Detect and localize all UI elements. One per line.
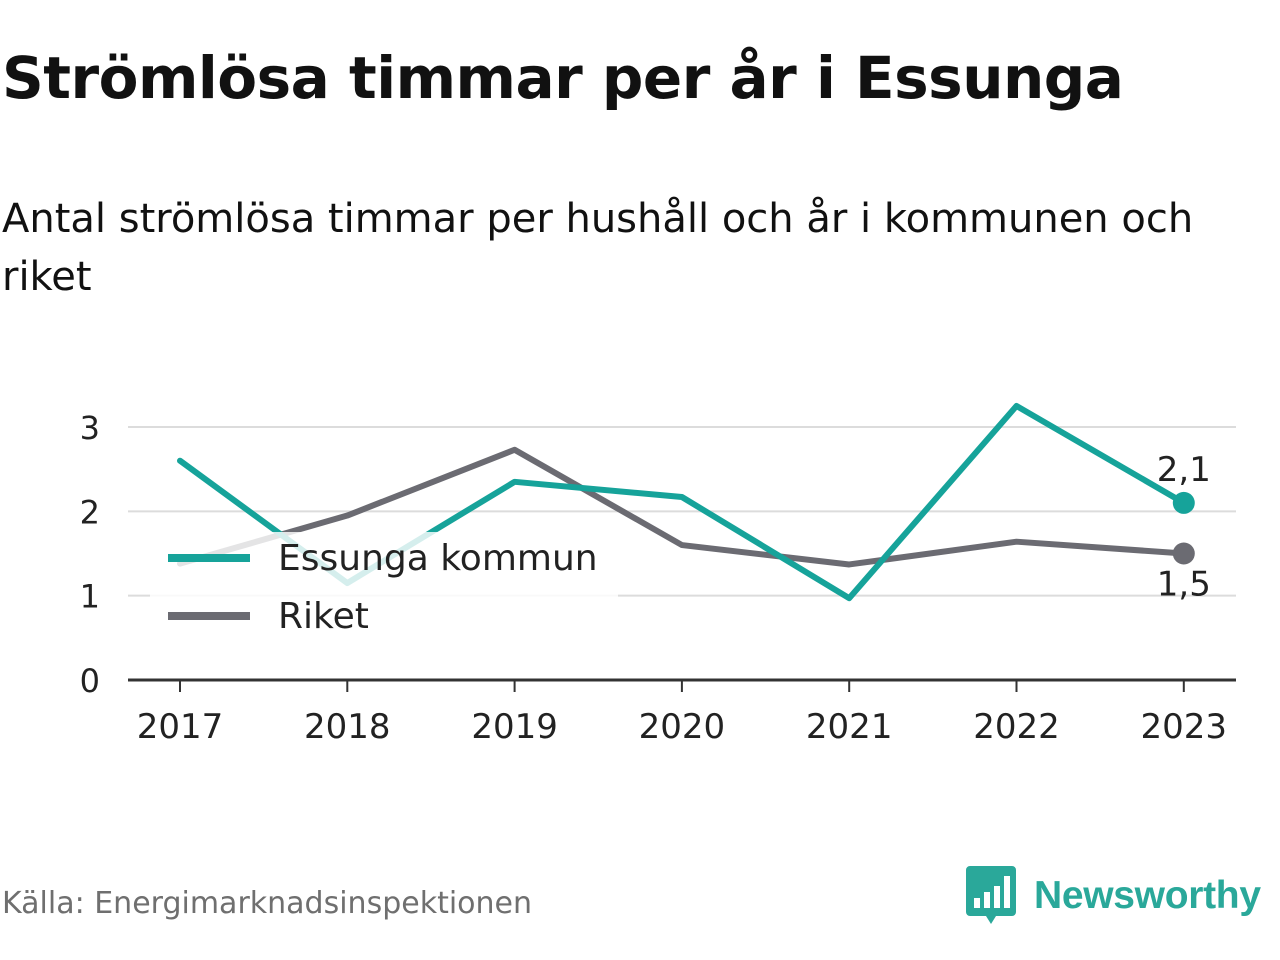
series-line-riket: [177, 446, 1187, 568]
y-tick-label: 0: [80, 662, 100, 700]
x-tick-label: 2023: [1141, 707, 1228, 747]
end-value-label: 1,5: [1157, 565, 1211, 605]
y-tick-label: 1: [80, 578, 100, 616]
y-tick-label: 3: [80, 409, 100, 447]
y-tick-label: 2: [80, 493, 100, 531]
source-note: Källa: Energimarknadsinspektionen: [2, 886, 533, 921]
x-tick-label: 2022: [973, 707, 1060, 747]
newsworthy-logo-icon: [966, 866, 1016, 924]
x-tick-label: 2021: [806, 707, 893, 747]
end-value-label: 2,1: [1157, 450, 1211, 490]
end-point-marker: [1172, 542, 1195, 565]
brand-name: Newsworthy: [1034, 874, 1261, 917]
legend-background: [150, 532, 618, 644]
x-tick-label: 2020: [639, 707, 726, 747]
legend-label: Riket: [278, 596, 369, 637]
chart-subtitle: Antal strömlösa timmar per hushåll och å…: [2, 196, 1194, 300]
end-point-marker: [1172, 491, 1195, 514]
chart-title: Strömlösa timmar per år i Essunga: [2, 44, 1124, 112]
x-tick-label: 2017: [137, 707, 224, 747]
x-tick-label: 2018: [304, 707, 391, 747]
line-chart: Essunga kommun Riket 0 1 2 3 2017 2018 2019 2020…: [80, 402, 1236, 747]
x-tick-label: 2019: [471, 707, 558, 747]
brand-logo[interactable]: Newsworthy: [966, 866, 1261, 926]
legend-label: Essunga kommun: [278, 538, 598, 579]
